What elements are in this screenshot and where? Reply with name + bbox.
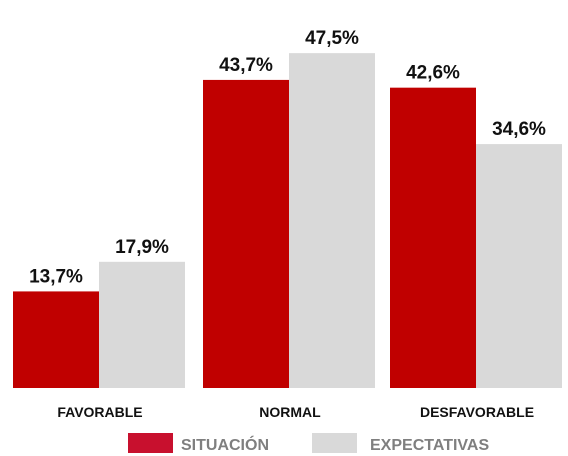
data-label-situacion-normal: 43,7% [219,55,273,76]
data-label-situacion-desfavorable: 42,6% [406,63,460,84]
legend-label-expectativas: EXPECTATIVAS [370,437,489,454]
data-label-expectativas-normal: 47,5% [305,28,359,49]
bar-expectativas-normal [289,53,375,388]
bar-expectativas-desfavorable [476,144,562,388]
legend-label-situacion: SITUACIÓN [181,435,269,454]
bar-situacion-desfavorable [390,87,476,389]
bar-situacion-normal [203,79,289,388]
legend: SITUACIÓN EXPECTATIVAS [128,433,489,454]
data-label-situacion-favorable: 13,7% [29,266,83,287]
data-label-expectativas-favorable: 17,9% [115,237,169,258]
category-label-normal: NORMAL [259,404,321,420]
bars-group [13,53,562,389]
legend-swatch-expectativas [312,433,357,453]
category-label-favorable: FAVORABLE [57,404,142,420]
bar-expectativas-favorable [99,261,185,388]
data-label-expectativas-desfavorable: 34,6% [492,119,546,140]
category-label-desfavorable: DESFAVORABLE [420,404,534,420]
category-labels-group: FAVORABLE NORMAL DESFAVORABLE [57,404,534,420]
value-labels-group: 13,7% 17,9% 43,7% 47,5% 42,6% 34,6% [29,28,546,287]
bar-situacion-favorable [13,291,99,388]
legend-swatch-situacion [128,433,173,453]
